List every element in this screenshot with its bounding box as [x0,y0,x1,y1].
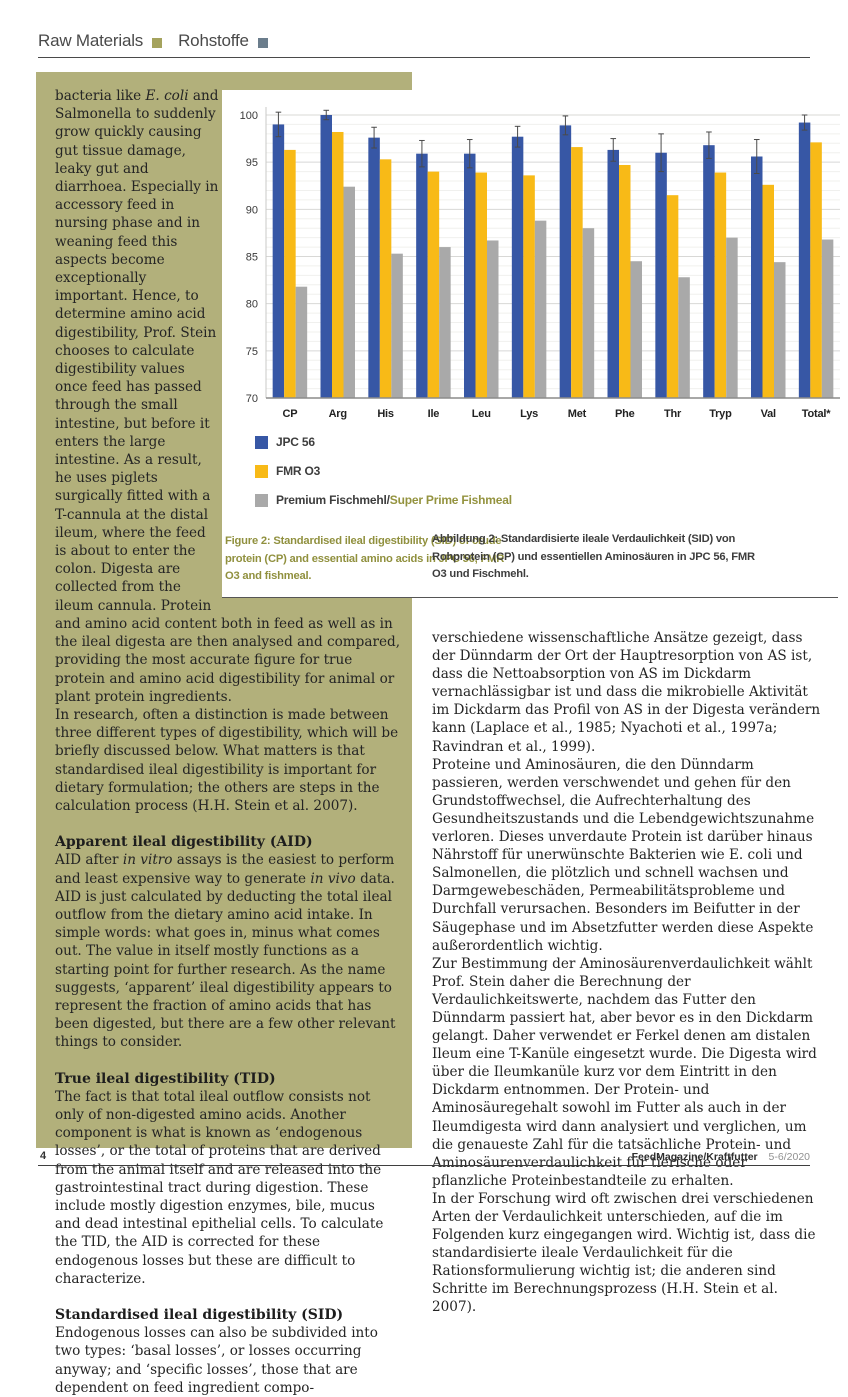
bar [726,237,738,398]
legend-label: FMR O3 [276,464,321,478]
y-axis-tick-label: 80 [246,299,258,311]
article-paragraph: Endogenous losses can also be subdivided… [55,1325,378,1396]
x-axis-category-label: Val [761,408,776,420]
bar [703,145,715,398]
x-axis-category-label: Phe [615,408,635,420]
x-axis-category-label: Arg [329,408,347,420]
x-axis-category-label: His [377,408,394,420]
section-title-en: Raw Materials [38,31,144,50]
caption-divider-rule [222,597,838,598]
x-axis-category-label: Thr [664,408,682,420]
section-title-de: Rohstoffe [178,31,249,50]
section-marker-square-en [152,37,163,48]
magazine-name: FeedMagazine/Kraftfutter [631,1151,758,1163]
article-german-column: verschiedene wissenschaftliche Ansätze g… [432,629,824,1317]
x-axis-category-label: Lys [520,408,538,420]
bar [534,220,547,398]
bar [559,125,572,399]
bar [511,136,524,399]
y-axis-tick-label: 70 [246,393,258,405]
article-paragraph: verschiedene wissenschaftliche Ansätze g… [432,630,821,755]
y-axis-tick-label: 100 [240,110,258,122]
x-axis-category-label: Total* [802,408,831,420]
bar [343,186,355,398]
y-axis-tick-label: 85 [246,252,258,264]
y-axis-tick-label: 90 [246,204,258,216]
legend-label: JPC 56 [276,435,315,449]
x-axis-category-label: Met [568,408,587,420]
bar [427,171,440,398]
article-paragraph: The fact is that total ileal outflow con… [55,1088,384,1287]
bar [416,153,428,398]
bar [379,159,392,398]
article-paragraph: AID after in vitro assays is the easiest… [55,852,396,1051]
bar [571,147,583,398]
section-header: Raw Materials Rohstoffe [38,31,284,51]
bar [295,286,308,398]
article-subheading: Apparent ileal digestibility (AID) [55,834,313,851]
bar [391,253,403,398]
bar [751,156,763,398]
bar [332,131,344,399]
footer-publication: FeedMagazine/Kraftfutter 5-6/2020 [632,1151,810,1163]
legend-entry: JPC 56 [255,435,512,449]
bar [666,195,679,398]
bar [821,239,834,398]
bar [762,184,774,398]
y-axis-tick-label: 75 [246,346,258,358]
bar [523,175,535,398]
x-axis-category-label: Leu [472,408,491,420]
legend-entry: Premium Fischmehl/Super Prime Fishmeal [255,493,512,507]
bar [810,142,822,398]
article-paragraph: bacteria like E. coli and Salmonella to … [55,88,401,705]
bar [487,240,499,398]
bar [774,262,786,398]
bar [284,149,296,398]
article-paragraph: In der Forschung wird oft zwischen drei … [432,1190,816,1316]
sid-digestibility-bar-chart: 70 75 80 85 90 95 100 CP Arg His Ile Leu Lys Met Phe Th… [240,107,840,420]
figure-caption-german: Abbildung 2: Standardisierte ileale Verd… [432,533,755,580]
chart-legend: JPC 56 FMR O3 Premium Fischmehl/Super Prim… [255,435,512,522]
article-subheading: Standardised ileal digestibility (SID) [55,1307,344,1323]
figure-caption-english: Figure 2: Standardised ileal digestibili… [225,535,505,582]
bar [320,115,332,398]
article-paragraph: In research, often a distinction is made… [55,706,399,814]
x-axis-category-label: CP [282,408,297,420]
bar [655,152,667,398]
bar [619,164,631,398]
article-paragraph: Zur Bestimmung der Aminosäurenverdaulich… [432,955,817,1189]
bar [582,228,595,398]
bar [607,149,619,398]
article-paragraph: Proteine und Aminosäuren, die den Dünnda… [432,756,815,954]
legend-label: Premium Fischmehl/Super Prime Fishmeal [276,493,512,507]
legend-swatch [255,493,268,507]
legend-swatch [255,464,268,478]
issue-number: 5-6/2020 [768,1151,810,1163]
x-axis-category-label: Ile [428,408,440,420]
header-rule [38,57,810,58]
figure-2-panel: 70 75 80 85 90 95 100 CP Arg His Ile Leu Lys Met Phe Th… [222,90,848,598]
bar [475,172,487,398]
bar [798,122,811,398]
bar [714,172,727,398]
section-marker-square-de [257,37,268,48]
x-axis-category-label: Tryp [709,408,732,420]
bar [272,124,285,398]
bar [630,261,642,398]
bar [439,247,451,398]
bar [464,153,476,398]
bar [368,137,380,398]
magazine-page: { "page": { "page_number": "4", "magazin… [36,31,848,1396]
footer-rule [38,1165,810,1166]
article-subheading: True ileal digestibility (TID) [55,1070,276,1087]
legend-entry: FMR O3 [255,464,512,478]
bar [678,277,690,398]
page-number: 4 [40,1150,47,1162]
y-axis-tick-label: 95 [246,157,258,169]
legend-swatch [255,435,268,449]
